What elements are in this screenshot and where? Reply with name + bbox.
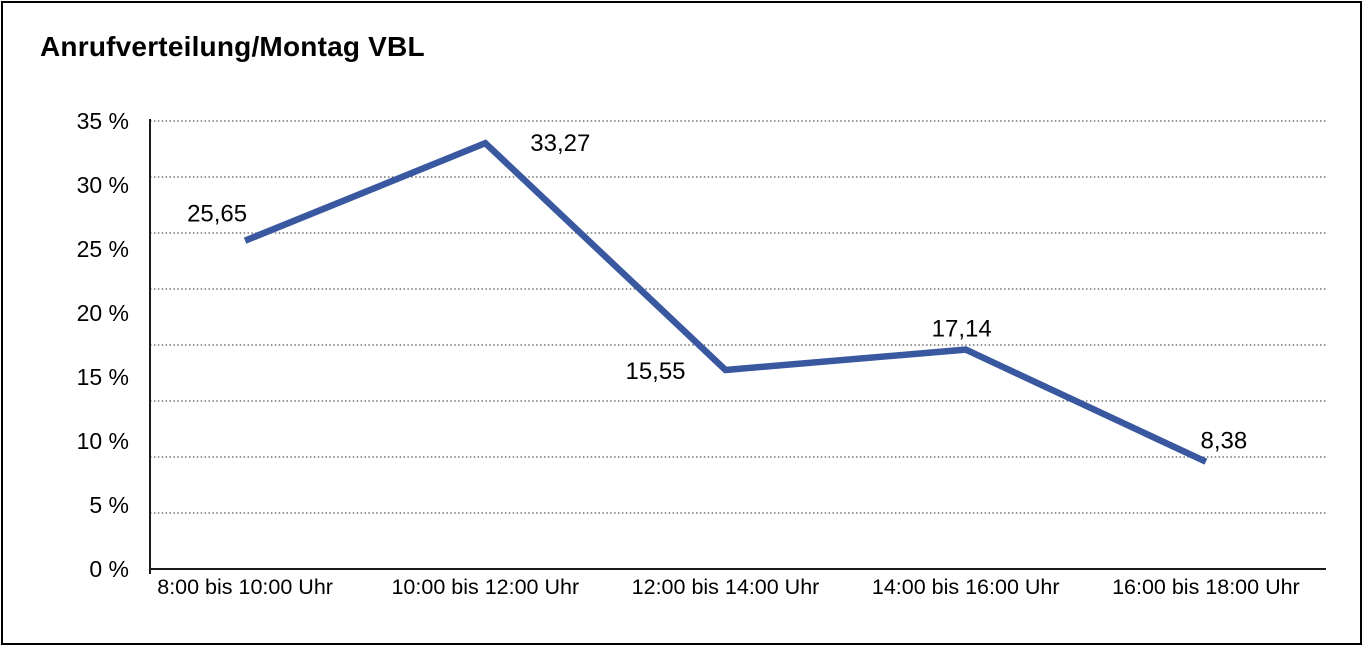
y-tick-label: 20 % xyxy=(77,300,129,326)
line-chart: 35 % 30 % 25 % 20 % 15 % 10 % 5 % 0 % 8:00 bis … xyxy=(3,3,1363,649)
x-category-label: 16:00 bis 18:00 Uhr xyxy=(1112,575,1300,599)
x-category-label: 8:00 bis 10:00 Uhr xyxy=(157,575,333,599)
data-line xyxy=(245,143,1206,462)
y-tick-label: 25 % xyxy=(77,236,129,262)
x-category-label: 14:00 bis 16:00 Uhr xyxy=(872,575,1060,599)
data-point-label: 33,27 xyxy=(530,130,590,157)
y-tick-label: 0 % xyxy=(89,556,129,582)
data-point-label: 15,55 xyxy=(625,358,685,385)
y-tick-label: 30 % xyxy=(77,172,129,198)
data-point-label: 25,65 xyxy=(187,201,247,228)
y-tick-label: 5 % xyxy=(89,492,129,518)
x-category-label: 12:00 bis 14:00 Uhr xyxy=(632,575,820,599)
y-tick-label: 15 % xyxy=(77,364,129,390)
gridlines xyxy=(150,121,1326,513)
x-category-label: 10:00 bis 12:00 Uhr xyxy=(391,575,579,599)
data-point-label: 8,38 xyxy=(1201,428,1248,455)
axes xyxy=(149,119,1326,574)
data-series xyxy=(245,143,1206,462)
y-tick-label: 35 % xyxy=(77,108,129,134)
x-axis-labels: 8:00 bis 10:00 Uhr 10:00 bis 12:00 Uhr 12:… xyxy=(157,575,1299,599)
y-axis-labels: 35 % 30 % 25 % 20 % 15 % 10 % 5 % 0 % xyxy=(77,108,129,582)
data-point-label: 17,14 xyxy=(932,316,992,343)
y-tick-label: 10 % xyxy=(77,428,129,454)
